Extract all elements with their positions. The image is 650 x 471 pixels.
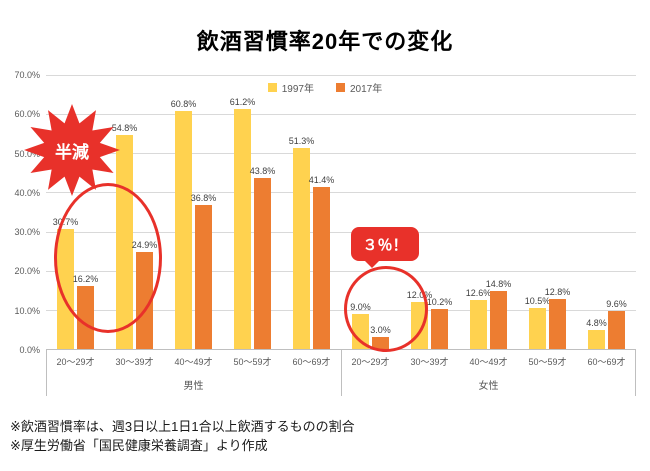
legend-swatch xyxy=(336,83,345,92)
bar-value-label: 41.4% xyxy=(308,174,335,185)
gridline xyxy=(46,153,636,155)
bar-2017年-50〜59才 xyxy=(549,298,566,349)
bar-1997年-40〜49才 xyxy=(470,299,487,349)
y-axis-tick-label: 60.0% xyxy=(14,109,40,120)
bar-value-label: 14.8% xyxy=(485,279,512,290)
legend: 1997年 2017年 xyxy=(0,80,650,95)
y-axis-tick-label: 40.0% xyxy=(14,187,40,198)
bar-group-4: 61.2% 43.8% xyxy=(223,75,282,349)
footnote-definition: ※飲酒習慣率は、週3日以上1日1合以上飲酒するものの割合 xyxy=(10,419,355,434)
category-label: 60〜69才 xyxy=(292,357,331,367)
bar-slot: 4.8% xyxy=(586,75,607,349)
bar-value-label: 4.8% xyxy=(586,318,607,329)
bar-slot: 9.6% xyxy=(606,75,627,349)
bar-slot: 36.8% xyxy=(191,75,216,349)
legend-label: 1997年 xyxy=(281,84,314,95)
bar-slot: 14.8% xyxy=(486,75,511,349)
bar-slot: 12.8% xyxy=(545,75,570,349)
y-axis-tick-label: 30.0% xyxy=(14,227,40,238)
bar-slot: 10.5% xyxy=(525,75,550,349)
category-label: 50〜59才 xyxy=(528,357,567,367)
gridline xyxy=(46,270,636,272)
bar-group-3: 60.8% 36.8% xyxy=(164,75,223,349)
y-axis-tick-label: 0.0% xyxy=(19,345,40,355)
three-percent-callout: ３％！ xyxy=(351,227,419,268)
y-axis: 0.0% 10.0% 20.0% 30.0% 40.0% 50.0% 60.0% 70.0% xyxy=(0,70,40,355)
bar-2017年-40〜49才 xyxy=(490,291,507,349)
bar-slot: 60.8% xyxy=(171,75,196,349)
bar-value-label: 10.5% xyxy=(524,295,551,306)
bar-2017年-60〜69才 xyxy=(608,311,625,349)
category-label: 30〜39才 xyxy=(115,357,154,367)
gridline xyxy=(46,114,636,116)
axis-separator-right xyxy=(635,350,636,396)
y-axis-tick-label: 70.0% xyxy=(14,70,40,80)
bar-value-label: 61.2% xyxy=(229,97,256,108)
legend-item-1997年: 1997年 xyxy=(267,80,314,95)
bar-slot: 51.3% xyxy=(289,75,314,349)
group-label-男性: 男性 xyxy=(183,381,204,392)
bar-slot: 12.6% xyxy=(466,75,491,349)
bar-1997年-60〜69才 xyxy=(293,148,310,349)
bar-1997年-40〜49才 xyxy=(175,111,192,349)
bar-value-label: 10.2% xyxy=(426,297,453,308)
bar-value-label: 12.8% xyxy=(544,286,571,297)
female-20s-circle-annotation xyxy=(344,266,428,352)
gridline xyxy=(46,192,636,194)
category-label: 40〜49才 xyxy=(174,357,213,367)
male-20s-circle-annotation xyxy=(54,183,162,333)
category-label: 20〜29才 xyxy=(56,357,95,367)
bar-2017年-50〜59才 xyxy=(254,177,271,349)
bar-value-label: 9.6% xyxy=(606,299,627,310)
group-label-女性: 女性 xyxy=(478,381,499,392)
legend-label: 2017年 xyxy=(350,84,383,95)
gridline xyxy=(46,309,636,311)
category-label: 50〜59才 xyxy=(233,357,272,367)
category-label: 30〜39才 xyxy=(410,357,449,367)
bar-value-label: 54.8% xyxy=(111,122,138,133)
bar-1997年-50〜59才 xyxy=(529,307,546,349)
chart-title: 飲酒習慣率20年での変化 xyxy=(196,29,454,54)
legend-item-2017年: 2017年 xyxy=(336,80,382,95)
category-label: 20〜29才 xyxy=(351,357,390,367)
gridline xyxy=(46,75,636,76)
category-axis: 20〜29才 30〜39才 40〜49才 50〜59才 60〜69才 20〜29才 30〜3… xyxy=(46,350,636,368)
bar-value-label: 12.6% xyxy=(465,287,492,298)
axis-separator-middle xyxy=(341,350,342,396)
category-label: 40〜49才 xyxy=(469,357,508,367)
bar-group-10: 4.8% 9.6% xyxy=(577,75,636,349)
bar-2017年-60〜69才 xyxy=(313,186,330,349)
bar-group-5: 51.3% 41.4% xyxy=(282,75,341,349)
bar-group-9: 10.5% 12.8% xyxy=(518,75,577,349)
axis-separator-left xyxy=(46,350,47,396)
bar-2017年-40〜49才 xyxy=(195,204,212,349)
bar-1997年-60〜69才 xyxy=(588,330,605,349)
bar-value-label: 43.8% xyxy=(249,165,276,176)
gridline xyxy=(46,231,636,233)
y-axis-tick-label: 10.0% xyxy=(14,305,40,316)
bar-value-label: 51.3% xyxy=(288,136,315,147)
burst-label: 半減 xyxy=(55,142,89,162)
footnote-source: ※厚生労働省「国民健康栄養調査」より作成 xyxy=(10,437,268,453)
bar-slot: 41.4% xyxy=(309,75,334,349)
bar-slot: 61.2% xyxy=(230,75,255,349)
legend-swatch xyxy=(267,83,277,92)
bar-2017年-30〜39才 xyxy=(431,309,448,349)
bar-value-label: 60.8% xyxy=(170,99,197,110)
bar-1997年-50〜59才 xyxy=(234,109,251,349)
category-label: 60〜69才 xyxy=(587,357,626,367)
bar-value-label: 36.8% xyxy=(190,192,217,203)
bar-group-8: 12.6% 14.8% xyxy=(459,75,518,349)
y-axis-tick-label: 50.0% xyxy=(14,148,40,159)
y-axis-tick-label: 20.0% xyxy=(14,266,40,277)
bar-slot: 10.2% xyxy=(427,75,452,349)
group-axis: 男性 女性 xyxy=(46,369,636,396)
footnotes: ※飲酒習慣率は、週3日以上1日1合以上飲酒するものの割合 ※厚生労働省「国民健康… xyxy=(10,418,355,456)
bar-slot: 43.8% xyxy=(250,75,275,349)
callout-label: ３％！ xyxy=(362,236,408,254)
